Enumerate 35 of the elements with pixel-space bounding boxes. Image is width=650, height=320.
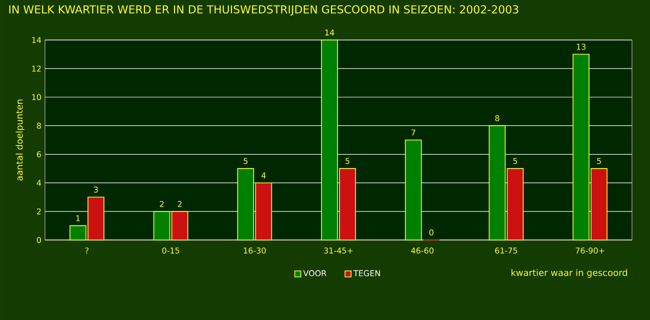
data-label: 5 <box>346 158 350 164</box>
y-tick-label: 4 <box>36 180 42 186</box>
bar <box>404 140 422 240</box>
data-label: 3 <box>94 186 98 193</box>
y-axis-title: aantal doelpunten <box>16 100 24 181</box>
y-tick-label: 2 <box>36 208 41 214</box>
y-tick-label: 10 <box>32 94 41 100</box>
y-tick-label: 12 <box>32 66 41 72</box>
data-label: 2 <box>160 200 164 207</box>
data-label: 4 <box>261 172 266 178</box>
x-tick-label: 16-30 <box>244 248 266 254</box>
x-tick-label: 0-15 <box>162 248 180 254</box>
data-label: 13 <box>576 44 586 50</box>
x-tick-label: 46-60 <box>411 248 434 254</box>
chart-title: IN WELK KWARTIER WERD ER IN DE THUISWEDSTRIJDEN GESCOORD IN SEIZOEN: 2002-2003 <box>9 5 518 16</box>
data-label: 1 <box>76 215 80 222</box>
data-label: 5 <box>244 158 248 164</box>
y-tick-label: 8 <box>36 122 41 129</box>
x-tick-label: 61-75 <box>495 248 518 254</box>
x-axis-title: kwartier waar in gescoord <box>512 269 627 278</box>
data-label: 8 <box>495 115 500 122</box>
x-tick-label: 76-90+ <box>576 248 604 254</box>
data-label: 5 <box>597 158 601 164</box>
x-tick-label: ? <box>85 248 88 254</box>
x-tick-label: 31-45+ <box>324 248 353 254</box>
y-tick-label: 14 <box>32 37 42 43</box>
data-label: 2 <box>178 200 182 207</box>
data-label: 5 <box>513 158 518 164</box>
data-label: 14 <box>325 30 334 36</box>
y-tick-label: 6 <box>36 151 41 158</box>
y-tick-label: 0 <box>36 236 41 244</box>
data-label: 7 <box>411 130 416 136</box>
data-label: 0 <box>429 229 434 236</box>
legend-label: TEGEN <box>353 270 380 276</box>
legend-label: VOOR <box>303 270 326 276</box>
